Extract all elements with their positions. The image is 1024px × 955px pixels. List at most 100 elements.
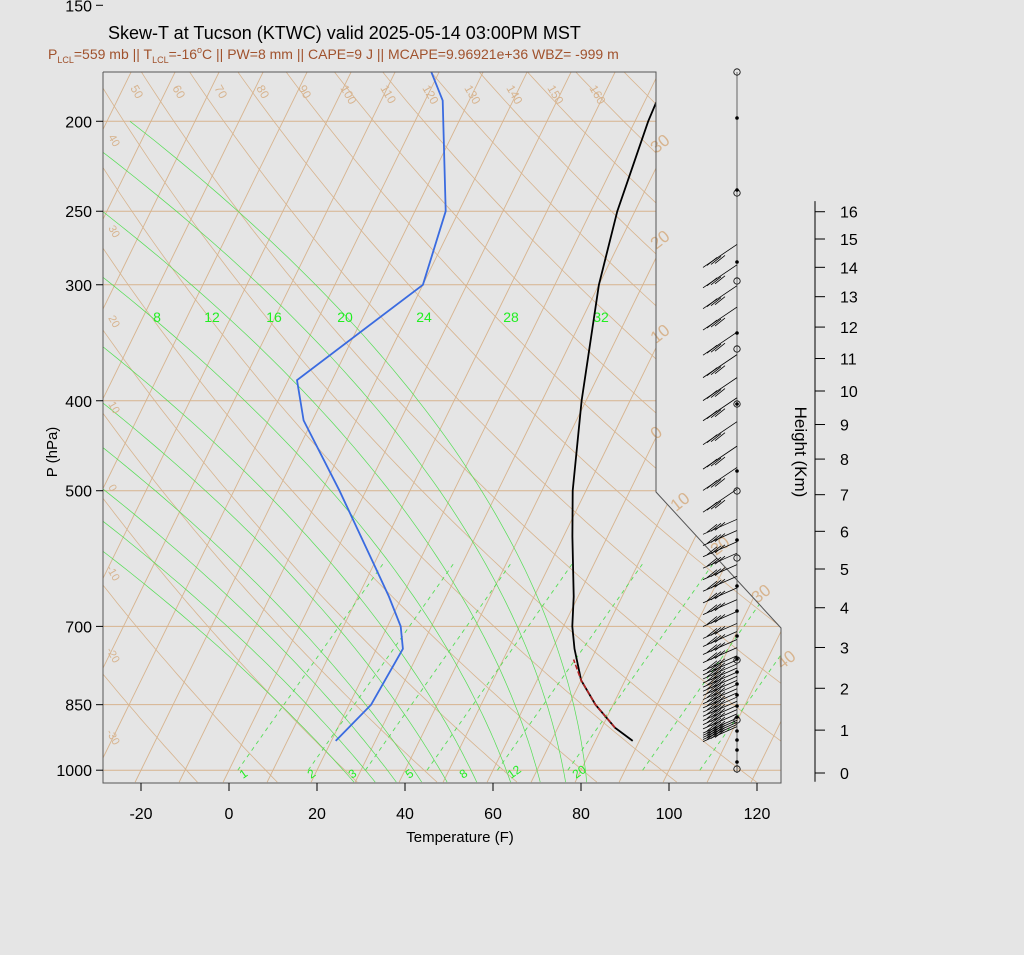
wind-barb-flag xyxy=(714,662,726,672)
moist-adiabat-line xyxy=(103,121,566,783)
wind-barb-flag xyxy=(710,671,722,681)
dry-adiabat-label: 40 xyxy=(773,647,800,674)
wind-barb-flag xyxy=(714,408,726,418)
wind-barb-flag xyxy=(714,674,726,684)
isotherm-label: 0 xyxy=(105,483,118,494)
level-dot xyxy=(735,738,739,742)
wind-barb-flag xyxy=(714,275,726,285)
wind-barb-flag xyxy=(706,480,718,489)
wind-barb-flag xyxy=(706,628,718,637)
dry-adiabat-line xyxy=(382,72,781,783)
wind-barb-flag xyxy=(710,545,722,555)
dry-adiabat-line xyxy=(103,72,518,783)
isotherm-line xyxy=(103,72,377,783)
wind-barb-flag xyxy=(714,708,726,717)
wind-barb-flag xyxy=(710,591,722,601)
dry-adiabat-line xyxy=(103,72,757,783)
wind-barb-flag xyxy=(710,579,722,589)
wind-barb xyxy=(702,331,738,356)
wind-barb-flag xyxy=(710,688,722,697)
isotherm-label: 20 xyxy=(105,314,122,331)
wind-barb-flag xyxy=(714,678,726,688)
y-tick-label: 1000 xyxy=(56,763,92,780)
level-dot xyxy=(735,760,739,764)
theta-e-label: 32 xyxy=(593,309,609,325)
isotherm-label: 80 xyxy=(253,83,272,102)
wind-barb-flag xyxy=(710,635,722,644)
isotherm-label: 110 xyxy=(377,83,399,107)
isotherm-line xyxy=(103,72,113,783)
mixing-ratio-label: 3 xyxy=(346,766,360,781)
wind-barb-flag xyxy=(706,434,718,443)
wind-barb-flag xyxy=(710,700,722,710)
background-lines xyxy=(0,0,1024,783)
isotherm-line xyxy=(662,72,781,783)
wind-barb-flag xyxy=(710,603,722,612)
wind-barb-flag xyxy=(710,500,722,510)
level-ring xyxy=(733,400,741,408)
isotherm-line xyxy=(103,72,421,783)
isotherm-line xyxy=(839,0,1024,782)
isotherm-line xyxy=(883,0,1024,782)
wind-barb-flag xyxy=(706,546,718,556)
level-ring xyxy=(733,656,741,664)
wind-barb-flag xyxy=(710,627,722,636)
y-tick-label: 250 xyxy=(65,204,92,221)
wind-barb-flag xyxy=(710,651,722,660)
wind-barb-flag xyxy=(714,699,726,709)
level-dot xyxy=(735,188,739,192)
dry-adiabat-line xyxy=(218,72,781,783)
isotherm-line xyxy=(795,0,1024,782)
wind-barb-flag xyxy=(706,524,718,533)
height-axis-label: Height (Km) xyxy=(791,407,810,498)
wind-barb-flag xyxy=(714,567,726,576)
isotherm-label: 120 xyxy=(419,83,441,108)
level-dot xyxy=(735,584,739,588)
wind-barb-flag xyxy=(710,343,722,353)
wind-barb-flag xyxy=(714,296,726,306)
level-dot xyxy=(735,260,739,264)
level-ring xyxy=(733,68,741,76)
wind-barb-flag xyxy=(710,679,722,689)
wind-barb xyxy=(702,306,738,331)
y-tick-label: 300 xyxy=(65,278,92,295)
wind-barb-flag xyxy=(710,256,722,265)
wind-barb-flag xyxy=(714,590,726,600)
dry-adiabat-line xyxy=(628,72,781,783)
moist-adiabat-line xyxy=(103,121,541,783)
mixing-ratio-line xyxy=(365,563,511,771)
isotherm-label: 70 xyxy=(211,83,230,102)
height-tick-label: 1 xyxy=(840,723,849,740)
wind-barb-flag xyxy=(710,717,722,727)
theta-e-label: 20 xyxy=(337,309,353,325)
isotherm-line xyxy=(398,72,781,783)
wind-barb-flag xyxy=(714,602,726,611)
isotherm-line xyxy=(103,72,509,783)
wind-barb-flag xyxy=(706,458,718,468)
height-tick-label: 13 xyxy=(840,290,858,307)
height-tick-label: 9 xyxy=(840,418,849,435)
dry-adiabat-line xyxy=(103,72,438,783)
dry-adiabat-line xyxy=(300,72,781,783)
isotherm-label: 130 xyxy=(461,83,483,108)
isotherm-line xyxy=(103,72,465,783)
isotherm-line xyxy=(1015,0,1024,782)
wind-barb-flag xyxy=(710,297,722,307)
x-tick-label: 0 xyxy=(225,806,234,823)
temperature-line xyxy=(571,100,656,742)
wind-barb-flag xyxy=(710,721,722,731)
wind-barb-flag xyxy=(714,255,726,264)
isotherm-label: 30 xyxy=(105,224,122,241)
wind-barb-flag xyxy=(714,670,726,680)
isotherm-line xyxy=(354,72,781,783)
wind-barb-flag xyxy=(710,523,722,532)
dry-adiabat-line xyxy=(103,72,358,783)
y-tick-label: 850 xyxy=(65,698,92,715)
isotherm-line xyxy=(0,0,68,782)
moist-adiabat-line xyxy=(103,121,478,783)
moist-adiabat-line xyxy=(129,121,588,783)
level-dot xyxy=(735,116,739,120)
wind-barb-flag xyxy=(706,319,718,329)
isotherm-label: 10 xyxy=(105,400,122,417)
moist-adiabat-line xyxy=(103,121,511,783)
